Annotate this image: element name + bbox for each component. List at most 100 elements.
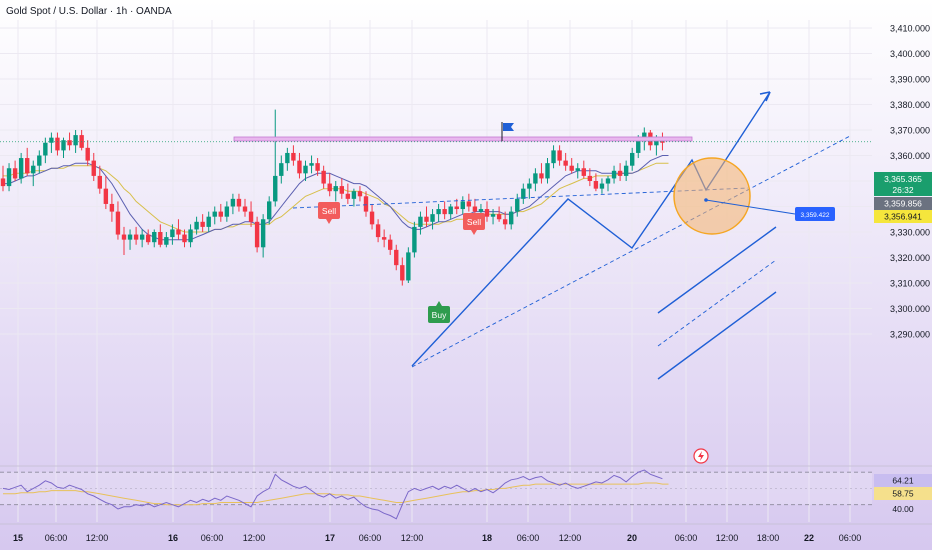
candle-body — [448, 206, 453, 215]
candle-body — [605, 178, 611, 184]
candle-body — [55, 137, 60, 151]
candle-body — [0, 178, 6, 187]
grid — [0, 20, 872, 522]
x-tick-label: 06:00 — [359, 533, 382, 543]
yellow-price-tag-bg — [874, 210, 932, 223]
x-tick-label: 12:00 — [559, 533, 582, 543]
candle-body — [630, 152, 635, 166]
candle-body — [545, 163, 550, 179]
gray-price-tag-text: 3,359.856 — [884, 199, 922, 209]
candle-body — [285, 152, 290, 164]
candle-body — [242, 206, 248, 212]
lower-dashed-trendline — [411, 135, 851, 368]
x-tick-label: 17 — [325, 533, 335, 543]
candle-body — [496, 214, 502, 220]
pointer-dot — [704, 198, 708, 202]
blue-price-tag-text: 3,359.422 — [801, 212, 830, 219]
candle-body — [557, 150, 562, 161]
candle-body — [333, 186, 338, 192]
candle-body — [527, 183, 532, 189]
candle-body — [563, 160, 568, 166]
candle-body — [351, 191, 357, 199]
y-tick-label: 3,360.000 — [890, 151, 930, 161]
current-price-tag-bg — [874, 172, 932, 196]
candle-body — [357, 191, 363, 197]
countdown-text: 26:32 — [892, 185, 914, 195]
current-price-text: 3,365.365 — [884, 174, 922, 184]
candle-body — [218, 211, 223, 217]
gray-price-tag-bg — [874, 197, 932, 210]
flag-icon — [503, 123, 514, 131]
blue-price-tag-bg — [795, 207, 835, 221]
candle-body — [660, 140, 665, 143]
y-tick-label: 3,330.000 — [890, 228, 930, 238]
candle-body — [424, 216, 429, 222]
candle-body — [73, 135, 78, 146]
candle-body — [158, 232, 163, 245]
y-tick-label: 3,380.000 — [890, 100, 930, 110]
signal-label-pointer — [326, 219, 332, 224]
candle-body — [31, 165, 36, 174]
candle-body — [109, 203, 115, 212]
yellow-price-tag-text: 3,356.941 — [884, 212, 922, 222]
candle-body — [315, 163, 320, 171]
projection-arrowhead — [759, 91, 771, 102]
x-tick-label: 12:00 — [86, 533, 109, 543]
y-tick-label: 3,290.000 — [890, 330, 930, 340]
signal-label-box — [318, 202, 340, 219]
signal-label-text: Buy — [432, 310, 447, 320]
resistance-band — [233, 136, 693, 142]
candle-body — [43, 142, 48, 156]
candle-body — [297, 160, 302, 174]
x-tick-label: 22 — [804, 533, 814, 543]
candle-body — [139, 234, 145, 240]
candle-body — [436, 209, 441, 215]
candle-body — [6, 168, 12, 187]
x-tick-label: 12:00 — [716, 533, 739, 543]
candle-body — [303, 165, 308, 174]
candle-body — [521, 188, 526, 199]
drawings — [0, 91, 872, 464]
candle-body — [575, 168, 580, 171]
candle-body — [212, 211, 217, 217]
candle-body — [170, 229, 175, 238]
candle-body — [369, 211, 375, 225]
candle-body — [599, 183, 605, 189]
x-tick-label: 06:00 — [45, 533, 68, 543]
candle-body — [103, 188, 109, 204]
candle-body — [593, 181, 599, 189]
candle-body — [478, 209, 484, 212]
candle-body — [466, 201, 472, 207]
candle-body — [551, 150, 556, 164]
x-tick-label: 06:00 — [517, 533, 540, 543]
candle-body — [412, 226, 417, 253]
candle-body — [394, 249, 399, 266]
signal-label-pointer — [471, 230, 477, 235]
x-tick-label: 12:00 — [401, 533, 424, 543]
price-pointer-line — [705, 199, 796, 215]
x-tick-label: 16 — [168, 533, 178, 543]
y-tick-label: 3,300.000 — [890, 304, 930, 314]
parallel-line-top — [657, 226, 777, 314]
candle-body — [18, 158, 24, 179]
candle-body — [418, 216, 423, 227]
parallel-line-mid — [657, 259, 777, 347]
candle-body — [146, 234, 151, 243]
candle-body — [267, 201, 272, 220]
candle-body — [188, 229, 193, 243]
parallel-line-bottom — [657, 291, 777, 380]
y-tick-label: 3,410.000 — [890, 24, 930, 34]
candle-body — [61, 140, 66, 151]
candle-body — [490, 214, 496, 217]
candle-body — [430, 214, 435, 222]
candle-body — [515, 198, 520, 212]
candle-body — [339, 186, 344, 194]
lightning-icon — [698, 451, 704, 461]
candle-body — [85, 147, 90, 161]
candle-body — [509, 211, 514, 225]
candle-body — [472, 206, 478, 212]
candle-body — [97, 175, 102, 189]
